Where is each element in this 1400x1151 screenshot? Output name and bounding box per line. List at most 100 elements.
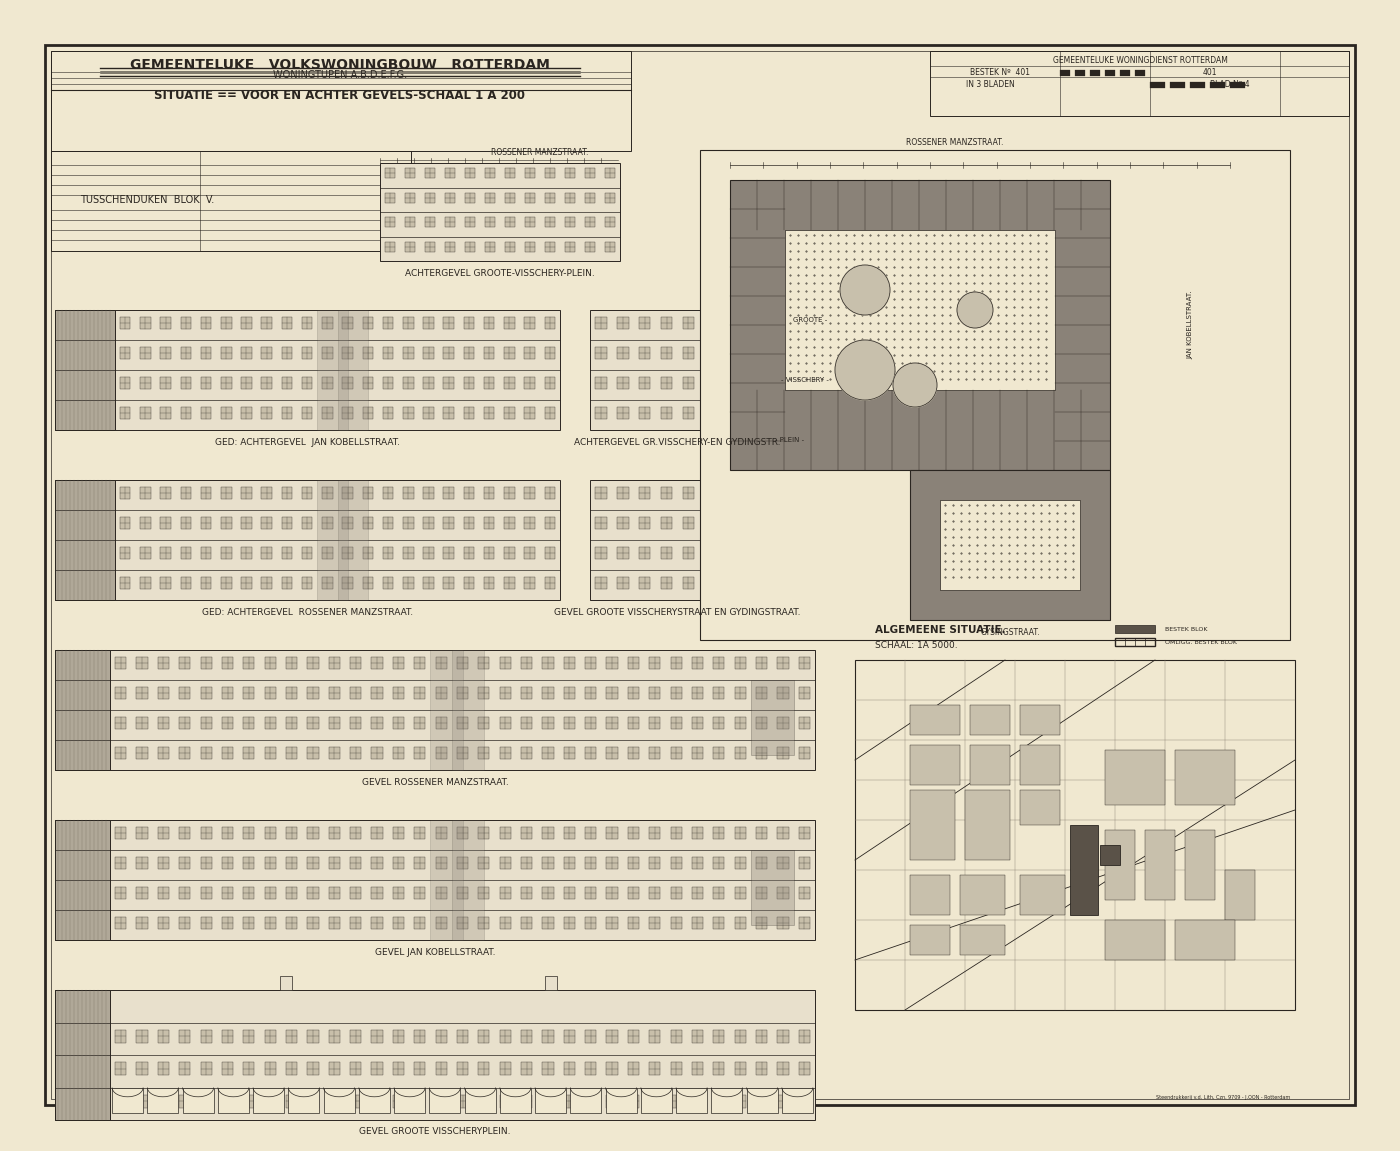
Bar (627, 656, 638, 669)
Bar (308, 916, 319, 929)
Bar (1175, 750, 1235, 805)
Bar (343, 317, 353, 328)
Bar (479, 1095, 490, 1107)
Bar (661, 376, 672, 389)
Bar (308, 826, 319, 839)
Bar (463, 547, 475, 558)
Bar (262, 406, 272, 419)
Bar (140, 317, 151, 328)
Bar (627, 1030, 638, 1043)
Bar (746, 1088, 777, 1113)
Text: OMLIGG. BESTEK BLOK: OMLIGG. BESTEK BLOK (1165, 640, 1238, 645)
Bar (735, 656, 746, 669)
Bar (463, 346, 475, 359)
Bar (1021, 745, 1060, 785)
Bar (484, 577, 494, 588)
Bar (115, 1030, 126, 1043)
Bar (910, 706, 960, 735)
Bar (385, 193, 395, 203)
Bar (650, 1030, 661, 1043)
Bar (435, 1062, 447, 1075)
Bar (382, 547, 393, 558)
Bar (749, 487, 760, 498)
Bar (521, 856, 532, 869)
Bar (606, 1088, 637, 1113)
Bar (627, 1095, 638, 1107)
Bar (711, 1088, 742, 1113)
Bar (221, 487, 231, 498)
Bar (179, 656, 190, 669)
Bar (308, 886, 319, 899)
Bar (463, 517, 475, 528)
Bar (181, 317, 190, 328)
Bar (363, 317, 372, 328)
Bar (671, 1095, 682, 1107)
Bar (484, 487, 494, 498)
Bar (221, 577, 231, 588)
Bar (444, 376, 454, 389)
Bar (617, 547, 629, 558)
Bar (322, 376, 333, 389)
Bar (735, 687, 746, 699)
Bar (463, 577, 475, 588)
Bar (1021, 790, 1060, 825)
Bar (650, 1095, 661, 1107)
Bar (329, 1030, 340, 1043)
Bar (140, 346, 151, 359)
Bar (799, 1095, 809, 1107)
Bar (585, 747, 596, 759)
Bar (444, 547, 454, 558)
Bar (799, 1062, 809, 1075)
Bar (161, 547, 171, 558)
Bar (322, 517, 333, 528)
Bar (606, 656, 617, 669)
Bar (500, 1095, 511, 1107)
Bar (393, 1095, 405, 1107)
Bar (692, 687, 703, 699)
Bar (749, 317, 760, 328)
Bar (465, 242, 475, 252)
Bar (504, 346, 515, 359)
Bar (521, 826, 532, 839)
Text: ACHTERGEVEL GROOTE-VISSCHERY-PLEIN.: ACHTERGEVEL GROOTE-VISSCHERY-PLEIN. (405, 268, 595, 277)
Bar (735, 916, 746, 929)
Bar (241, 317, 252, 328)
Bar (262, 517, 272, 528)
Bar (606, 747, 617, 759)
Bar (545, 346, 556, 359)
Bar (393, 656, 405, 669)
Bar (435, 826, 447, 839)
Bar (244, 747, 255, 759)
Bar (281, 376, 293, 389)
Bar (777, 1030, 788, 1043)
Bar (777, 687, 788, 699)
Bar (265, 916, 276, 929)
Bar (564, 1095, 575, 1107)
Bar (181, 547, 190, 558)
Bar (521, 886, 532, 899)
Bar (479, 747, 490, 759)
Bar (456, 1095, 468, 1107)
Bar (1114, 638, 1155, 646)
Bar (221, 406, 231, 419)
Bar (661, 406, 672, 419)
Bar (960, 875, 1005, 915)
Bar (799, 687, 809, 699)
Bar (181, 346, 190, 359)
Bar (382, 577, 393, 588)
Bar (606, 687, 617, 699)
Bar (221, 346, 231, 359)
Bar (525, 168, 535, 178)
Bar (371, 1095, 382, 1107)
Bar (650, 916, 661, 929)
Bar (525, 317, 535, 328)
Bar (424, 218, 435, 227)
Bar (120, 376, 130, 389)
Bar (223, 717, 232, 729)
Bar (671, 1062, 682, 1075)
Bar (140, 487, 151, 498)
Bar (363, 376, 372, 389)
Bar (704, 547, 715, 558)
Bar (405, 242, 416, 252)
Bar (960, 925, 1005, 955)
